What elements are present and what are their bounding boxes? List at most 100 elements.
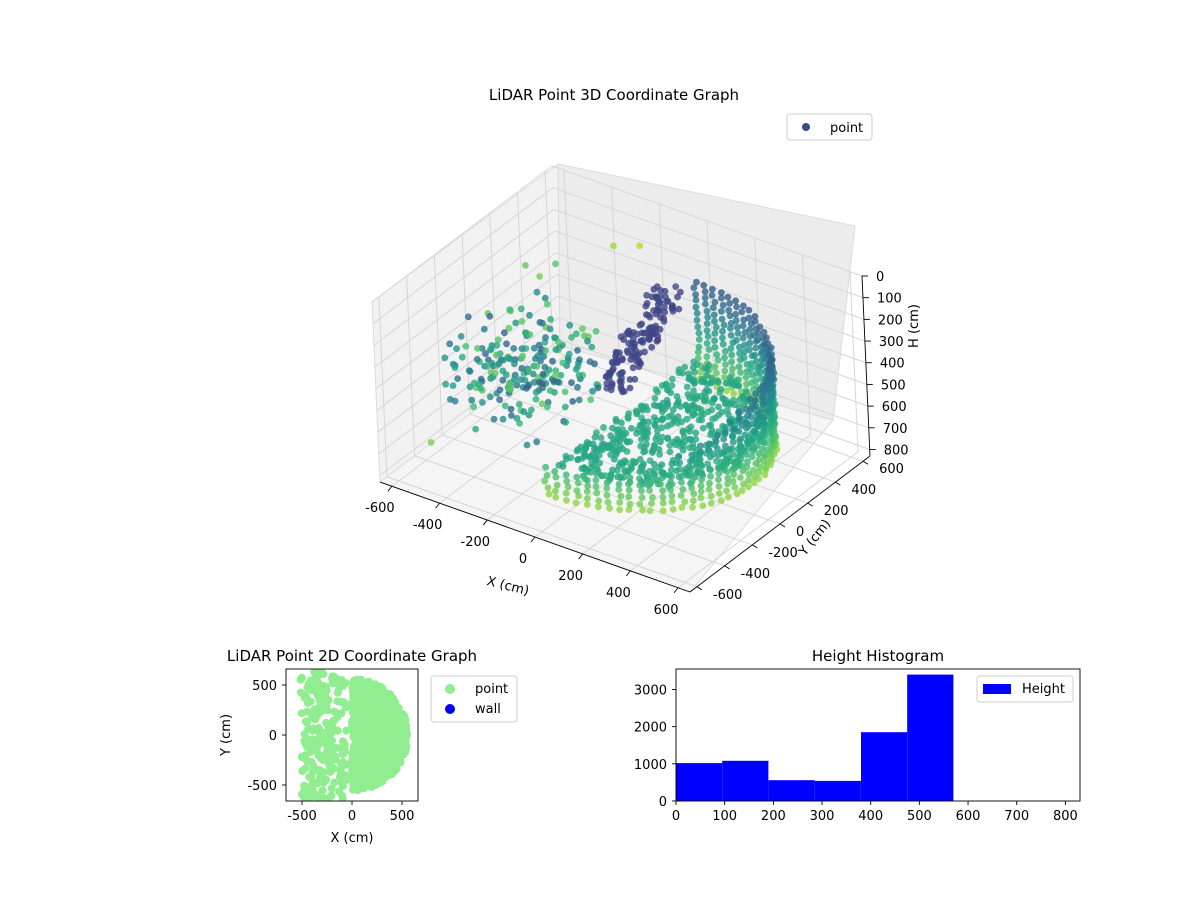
- data-point: [563, 497, 570, 504]
- data-point: [501, 402, 509, 410]
- data-point: [615, 486, 623, 493]
- data-point: [697, 494, 705, 502]
- data-point: [505, 324, 513, 332]
- data-point: [650, 285, 658, 293]
- data-point: [726, 419, 734, 427]
- data-point: [681, 363, 689, 371]
- data-point: [723, 387, 730, 395]
- data-point: [704, 313, 712, 321]
- data-point: [743, 405, 750, 413]
- data-point: [333, 710, 342, 719]
- data-point: [584, 495, 591, 502]
- back-wall-grid-z: [559, 339, 870, 450]
- data-point: [668, 498, 676, 506]
- data-point: [617, 492, 625, 500]
- data-point: [743, 437, 751, 445]
- data-point: [579, 325, 586, 333]
- y-tick: [724, 565, 730, 570]
- data-point: [543, 300, 551, 308]
- x-tick-label: -200: [461, 535, 491, 550]
- data-point: [536, 273, 543, 280]
- data-point: [462, 343, 470, 350]
- data-point: [322, 728, 331, 737]
- data-point: [496, 396, 503, 404]
- data-point: [574, 347, 581, 354]
- x-tick-label: 200: [558, 569, 583, 584]
- data-point: [360, 710, 369, 719]
- data-point: [737, 455, 745, 463]
- data-point: [338, 748, 347, 757]
- data-point: [703, 320, 711, 327]
- data-point: [748, 420, 756, 428]
- data-point: [399, 732, 408, 741]
- data-point: [719, 340, 727, 348]
- data-point: [516, 420, 523, 427]
- data-point: [540, 353, 548, 360]
- data-point: [552, 473, 560, 481]
- data-point: [627, 356, 635, 363]
- data-point: [508, 412, 515, 419]
- data-point: [750, 467, 757, 474]
- data-point: [557, 371, 565, 379]
- data-point: [698, 476, 705, 484]
- data-point: [340, 740, 349, 749]
- data-point: [562, 418, 570, 426]
- z-tick-label: 0: [876, 270, 884, 285]
- data-point: [745, 444, 753, 452]
- data-point: [356, 727, 365, 736]
- data-point: [745, 306, 753, 314]
- z-tick-label: 300: [879, 335, 904, 350]
- data-point: [507, 386, 514, 393]
- data-point: [754, 422, 761, 430]
- data-point: [613, 439, 620, 446]
- data-point: [646, 507, 654, 515]
- data-point: [320, 794, 328, 801]
- data-point: [626, 474, 634, 482]
- data-point: [610, 242, 617, 250]
- data-point: [581, 475, 589, 483]
- histogram-legend: Height: [976, 675, 1074, 703]
- data-point: [704, 460, 712, 468]
- data-point: [645, 474, 653, 482]
- data-point: [687, 457, 694, 465]
- data-point: [661, 308, 669, 316]
- data-point: [649, 494, 656, 501]
- data-point: [740, 480, 747, 488]
- data-point: [486, 313, 494, 320]
- data-point: [391, 725, 400, 734]
- data-point: [658, 461, 666, 469]
- data-point: [541, 363, 549, 371]
- data-point: [659, 499, 667, 507]
- data-point: [722, 400, 730, 407]
- data-point: [657, 468, 665, 476]
- z-tick-label: 700: [883, 422, 908, 437]
- data-point: [724, 293, 732, 301]
- data-point: [379, 700, 388, 709]
- floor-grid-y: [414, 455, 725, 567]
- data-point: [480, 325, 488, 333]
- data-point: [669, 406, 677, 414]
- data-point: [623, 347, 631, 355]
- data-point: [449, 382, 457, 389]
- data-point: [626, 438, 634, 446]
- data-point: [547, 315, 554, 323]
- data-point: [561, 403, 569, 411]
- data-point: [728, 432, 736, 440]
- data-point: [636, 468, 644, 475]
- data-point: [559, 359, 567, 367]
- data-point: [377, 685, 386, 694]
- data-point: [744, 458, 751, 466]
- data-point: [759, 361, 766, 369]
- data-point: [517, 305, 525, 313]
- data-point: [532, 388, 540, 396]
- data-point: [736, 396, 743, 404]
- height-histogram: 0 100 200 300 400 500 600 700 800 0 1000 2000 3000 H…: [634, 647, 1081, 824]
- data-point: [472, 425, 479, 433]
- data-point: [722, 461, 730, 469]
- data-point: [596, 459, 604, 467]
- left-wall-grid-z: [377, 295, 559, 433]
- data-point: [676, 459, 684, 467]
- data-point: [703, 307, 711, 315]
- data-point: [688, 470, 696, 478]
- data-point: [308, 735, 317, 744]
